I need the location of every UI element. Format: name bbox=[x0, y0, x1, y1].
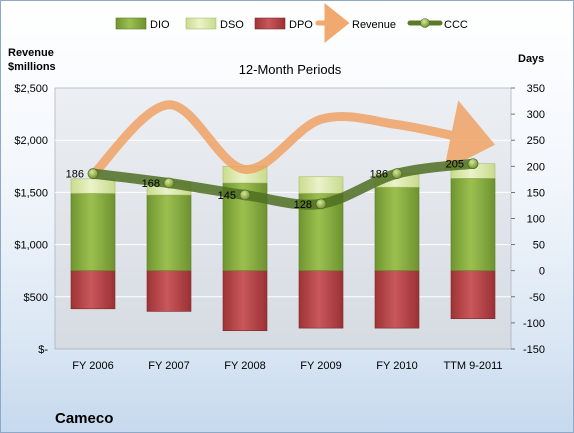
x-tick-label: TTM 9-2011 bbox=[443, 360, 502, 372]
x-tick-label: FY 2009 bbox=[300, 360, 341, 372]
bar-dio bbox=[146, 194, 192, 271]
bar-dso bbox=[70, 178, 116, 194]
gridlines bbox=[55, 139, 511, 298]
left-tick-label: $2,500 bbox=[14, 83, 48, 95]
bar-dpo bbox=[146, 270, 192, 312]
revenue-line bbox=[88, 100, 496, 180]
ccc-point bbox=[315, 198, 327, 210]
legend-label-revenue: Revenue bbox=[352, 19, 396, 31]
ccc-point bbox=[87, 168, 99, 179]
ccc-point bbox=[391, 168, 403, 179]
left-axis-title-line2: $millions bbox=[8, 61, 56, 73]
bar-dpo bbox=[70, 270, 116, 310]
left-tick-label: $2,000 bbox=[14, 135, 48, 147]
x-tick-label: FY 2008 bbox=[224, 360, 265, 372]
right-tick-label: 300 bbox=[527, 109, 545, 121]
left-tick-label: $- bbox=[38, 344, 48, 356]
bar-dpo bbox=[298, 270, 344, 329]
ccc-line bbox=[88, 158, 478, 210]
legend-label-dpo: DPO bbox=[289, 19, 313, 31]
ccc-data-label: 186 bbox=[370, 169, 388, 181]
legend-item-dso: DSO bbox=[185, 17, 244, 31]
right-axis: 350 300 250 200 150 100 50 0 -50 -100 -150 bbox=[511, 83, 545, 356]
bar-dpo bbox=[374, 270, 420, 329]
legend: DIO DSO DPO Revenue CCC bbox=[115, 3, 468, 43]
bars bbox=[70, 163, 496, 332]
bar-dpo bbox=[222, 270, 268, 332]
bar-dio bbox=[70, 193, 116, 271]
ccc-data-label: 168 bbox=[142, 178, 160, 190]
chart-title: 12-Month Periods bbox=[239, 62, 342, 77]
left-tick-label: $500 bbox=[24, 292, 48, 304]
ccc-point bbox=[467, 158, 479, 170]
right-tick-label: -150 bbox=[523, 344, 545, 356]
bar-dio bbox=[450, 178, 496, 271]
bar-dio bbox=[374, 186, 420, 271]
left-tick-label: $1,000 bbox=[14, 240, 48, 252]
x-tick-label: FY 2007 bbox=[148, 360, 189, 372]
legend-item-revenue: Revenue bbox=[315, 3, 396, 43]
bar-dso bbox=[298, 176, 344, 194]
right-tick-label: -100 bbox=[523, 318, 545, 330]
ccc-data-label: 145 bbox=[218, 190, 236, 202]
legend-label-dso: DSO bbox=[220, 19, 244, 31]
right-tick-label: 100 bbox=[527, 214, 545, 226]
right-tick-label: -50 bbox=[529, 292, 545, 304]
ccc-data-label: 128 bbox=[294, 199, 312, 211]
legend-item-dpo: DPO bbox=[254, 17, 313, 31]
ccc-data-label: 205 bbox=[446, 159, 464, 171]
x-tick-label: FY 2010 bbox=[376, 360, 417, 372]
right-tick-label: 150 bbox=[527, 187, 545, 199]
x-tick-label: FY 2006 bbox=[72, 360, 113, 372]
right-tick-label: 350 bbox=[527, 83, 545, 95]
legend-item-dio: DIO bbox=[115, 17, 170, 31]
plot-area bbox=[54, 87, 512, 350]
company-name: Cameco bbox=[55, 410, 113, 427]
ccc-point bbox=[239, 189, 251, 201]
ccc-point bbox=[163, 177, 175, 189]
right-tick-label: 0 bbox=[539, 266, 545, 278]
legend-item-ccc: CCC bbox=[407, 18, 468, 31]
x-axis: FY 2006 FY 2007 FY 2008 FY 2009 FY 2010 TTM 9… bbox=[72, 360, 502, 372]
right-tick-label: 250 bbox=[527, 135, 545, 147]
right-tick-label: 200 bbox=[527, 161, 545, 173]
right-axis-title: Days bbox=[518, 53, 544, 65]
legend-label-dio: DIO bbox=[150, 19, 170, 31]
ccc-data-label: 186 bbox=[66, 169, 84, 181]
bar-dpo bbox=[450, 270, 496, 320]
right-tick-label: 50 bbox=[533, 240, 545, 252]
ccc-layer: 186 168 145 128 186 205 bbox=[66, 158, 479, 211]
legend-label-ccc: CCC bbox=[444, 19, 468, 31]
left-axis-title-line1: Revenue bbox=[8, 47, 54, 59]
revenue-layer bbox=[88, 100, 496, 180]
left-axis: $2,500 $2,000 $1,500 $1,000 $500 $- bbox=[14, 83, 48, 356]
left-tick-label: $1,500 bbox=[14, 187, 48, 199]
